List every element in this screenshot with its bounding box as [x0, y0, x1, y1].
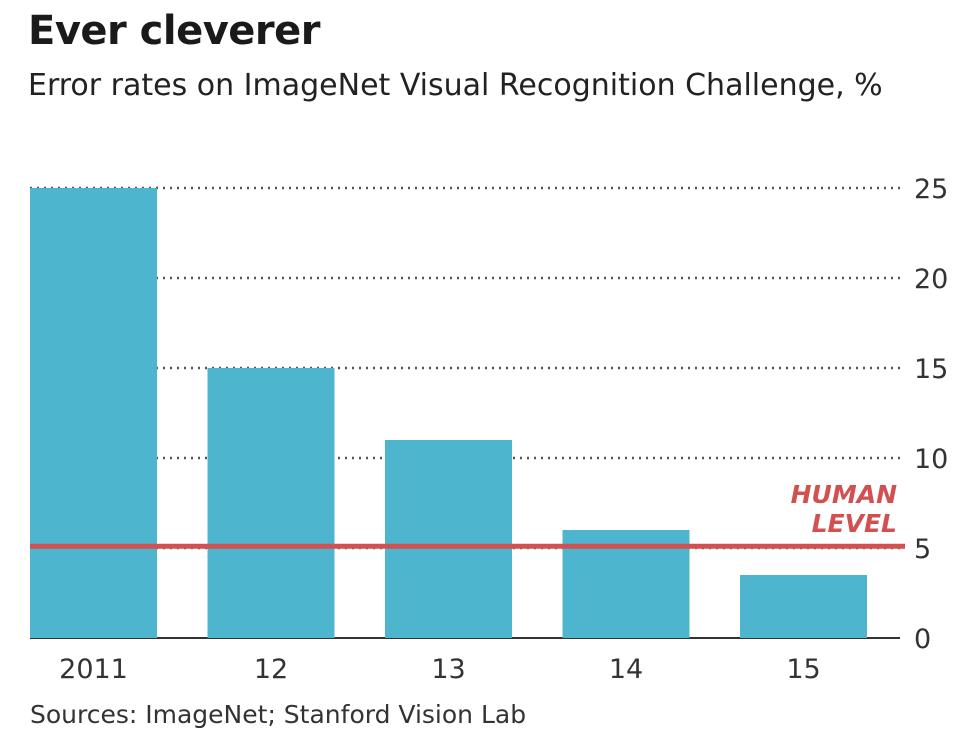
x-tick-label: 15 [786, 654, 820, 685]
human-level-label-line1: HUMAN [791, 480, 897, 509]
x-tick-label: 2011 [59, 654, 128, 685]
x-tick-label: 12 [254, 654, 288, 685]
y-tick-label: 15 [914, 354, 948, 385]
y-tick-label: 5 [914, 534, 931, 565]
y-axis-ticks: 0 5 10 15 20 25 [914, 174, 948, 655]
bars [30, 188, 867, 638]
bar [385, 440, 512, 638]
x-tick-label: 13 [431, 654, 465, 685]
chart-title: Ever cleverer [28, 8, 321, 54]
bar [30, 188, 157, 638]
chart-subtitle: Error rates on ImageNet Visual Recogniti… [28, 68, 883, 103]
y-tick-label: 10 [914, 444, 948, 475]
bar [207, 368, 335, 638]
y-tick-label: 25 [914, 174, 948, 205]
x-axis-ticks: 2011 12 13 14 15 [59, 654, 821, 685]
human-level-label-line2: LEVEL [812, 509, 897, 538]
bar [740, 575, 867, 638]
x-tick-label: 14 [609, 654, 643, 685]
source-note: Sources: ImageNet; Stanford Vision Lab [30, 700, 527, 729]
y-tick-label: 20 [914, 264, 948, 295]
y-tick-label: 0 [914, 624, 931, 655]
